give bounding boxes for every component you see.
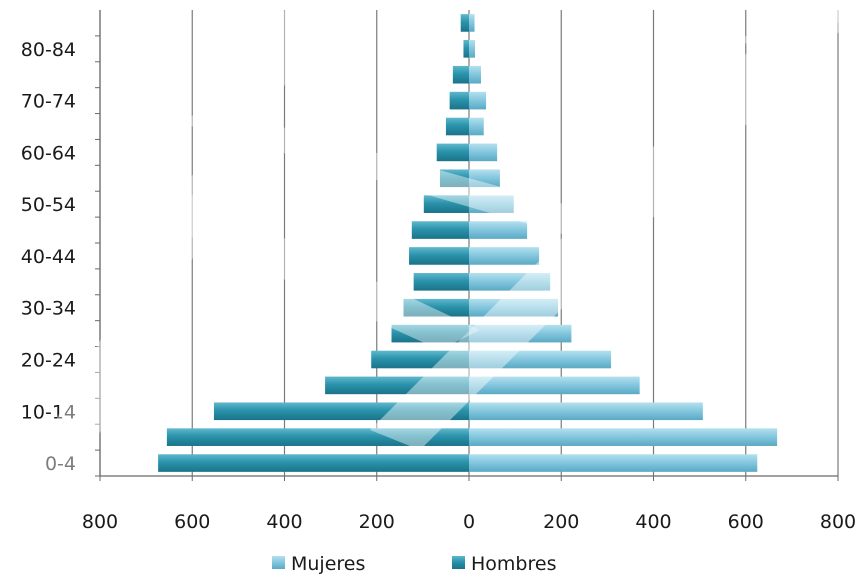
- bar-mujeres-80-84: [469, 40, 475, 58]
- x-axis-labels: 800 600 400 200 0 200 400 600 800: [82, 511, 856, 533]
- legend: Mujeres Hombres: [272, 553, 556, 575]
- bars: [158, 14, 778, 472]
- watermark-upper-diagonal: [170, 110, 640, 245]
- x-tick-label: 600: [174, 511, 210, 533]
- bar-hombres-25-29: [391, 324, 469, 343]
- bar-hombres-50-54: [423, 195, 469, 213]
- x-tick-label: 400: [635, 511, 671, 533]
- bar-hombres-65-69: [445, 117, 469, 136]
- y-tick-label: 60-64: [21, 142, 76, 164]
- y-tick-label: 30-34: [21, 298, 76, 320]
- bar-hombres-10-14: [213, 402, 469, 421]
- bar-hombres-30-34: [403, 298, 469, 317]
- bar-mujeres-5-9: [469, 428, 778, 446]
- watermark-corner-stroke: [740, 0, 861, 70]
- y-tick-label: 70-74: [21, 91, 76, 113]
- bar-hombres-60-64: [436, 143, 469, 162]
- x-tick-label: 200: [359, 511, 395, 533]
- bar-hombres-80-84: [463, 40, 469, 58]
- bar-mujeres-20-24: [469, 350, 612, 369]
- y-tick-label: 10-14: [21, 401, 76, 423]
- bar-mujeres-35-39: [469, 273, 551, 291]
- bar-mujeres-10-14: [469, 402, 703, 421]
- bar-mujeres-50-54: [469, 195, 514, 213]
- y-tick-label: 80-84: [21, 39, 76, 61]
- y-tick-label: 50-54: [21, 194, 76, 216]
- y-axis-labels: 0-4 10-14 20-24 30-34 40-44 50-54 60-64 70-74 80…: [21, 39, 76, 475]
- legend-label-mujeres: Mujeres: [291, 553, 365, 575]
- bar-mujeres-65-69: [469, 117, 484, 136]
- x-tick-label: 600: [728, 511, 764, 533]
- bar-mujeres-40-44: [469, 247, 540, 265]
- bar-hombres-70-74: [449, 91, 469, 110]
- grid-lines: [99, 10, 839, 476]
- watermark-right-diagonal: [370, 0, 861, 450]
- bar-mujeres-55-59: [469, 169, 500, 188]
- x-tick-label: 200: [543, 511, 579, 533]
- x-tick-label: 0: [463, 511, 475, 533]
- legend-label-hombres: Hombres: [471, 553, 556, 575]
- bar-hombres-40-44: [409, 247, 469, 265]
- y-tick-label: 20-24: [21, 350, 76, 372]
- legend-swatch-hombres: [452, 556, 465, 569]
- bar-mujeres-70-74: [469, 91, 487, 110]
- x-tick-label: 400: [266, 511, 302, 533]
- bar-hombres-0-4: [158, 454, 469, 472]
- x-tick-label: 800: [820, 511, 856, 533]
- bar-hombres-75-79: [452, 65, 469, 84]
- watermark-left-diagonal: [0, 0, 330, 545]
- bar-mujeres-25-29: [469, 324, 572, 343]
- bar-hombres-35-39: [413, 273, 469, 291]
- bar-mujeres-60-64: [469, 143, 498, 162]
- bar-hombres-20-24: [371, 350, 469, 369]
- bar-hombres-85+: [460, 14, 469, 32]
- bar-mujeres-15-19: [469, 376, 640, 395]
- bar-mujeres-45-49: [469, 221, 528, 239]
- bar-hombres-15-19: [325, 376, 469, 395]
- y-tick-label: 40-44: [21, 246, 76, 268]
- axes: [95, 10, 839, 481]
- bar-hombres-55-59: [439, 169, 469, 188]
- bar-mujeres-0-4: [469, 454, 758, 472]
- x-tick-label: 800: [82, 511, 118, 533]
- bar-hombres-45-49: [411, 221, 469, 239]
- y-tick-label: 0-4: [45, 453, 76, 475]
- legend-swatch-mujeres: [272, 556, 285, 569]
- bar-mujeres-30-34: [469, 298, 559, 317]
- bar-mujeres-85+: [469, 14, 475, 32]
- watermark-middle-diagonal: [120, 180, 480, 350]
- bar-mujeres-75-79: [469, 65, 481, 84]
- bar-hombres-5-9: [166, 428, 469, 446]
